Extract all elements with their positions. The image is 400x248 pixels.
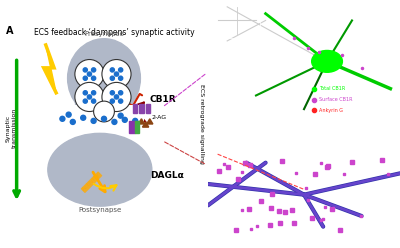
Text: C: C [384,147,390,156]
Circle shape [87,72,92,76]
Polygon shape [138,119,144,124]
Circle shape [114,95,118,99]
Circle shape [70,120,75,124]
Text: Activity: Activity [81,172,102,192]
Text: CB1R is only surface expressed in axons: CB1R is only surface expressed in axons [255,129,353,134]
Circle shape [102,60,131,89]
Circle shape [81,115,86,120]
Circle shape [66,112,71,117]
Text: B: B [384,7,390,16]
Polygon shape [147,119,153,124]
Bar [135,121,139,133]
Circle shape [92,76,96,80]
Text: Ankyrin G: Ankyrin G [319,108,343,113]
FancyBboxPatch shape [75,91,133,120]
Circle shape [83,91,87,95]
Circle shape [83,99,87,103]
Text: 2-AG: 2-AG [152,115,167,120]
Ellipse shape [48,133,152,206]
Circle shape [118,99,123,103]
FancyBboxPatch shape [56,105,144,124]
Circle shape [118,68,123,72]
Text: ECS retrograde signalling: ECS retrograde signalling [199,84,204,164]
Text: Postsynapse: Postsynapse [78,207,122,214]
Circle shape [118,76,123,80]
Circle shape [83,68,87,72]
Circle shape [118,113,123,118]
Circle shape [122,117,127,122]
Text: DAGLα is punctate only in dendrites: DAGLα is punctate only in dendrites [260,241,348,246]
Circle shape [75,82,104,112]
Bar [133,104,137,113]
Text: Surface CB1R: Surface CB1R [319,97,353,102]
Circle shape [114,72,118,76]
Circle shape [102,116,106,121]
Circle shape [60,116,65,121]
Text: ECS feedback ‘dampens’ synaptic activity: ECS feedback ‘dampens’ synaptic activity [34,28,195,37]
Text: Total CB1R: Total CB1R [319,86,346,91]
Circle shape [312,51,342,72]
Bar [129,121,135,133]
Circle shape [91,118,96,123]
Circle shape [112,120,117,124]
Circle shape [102,82,131,112]
Text: Synaptic
transmission: Synaptic transmission [6,108,17,148]
Bar [139,104,144,113]
Circle shape [92,91,96,95]
Text: DAGLα: DAGLα [150,172,184,181]
Circle shape [87,95,92,99]
Bar [146,104,150,113]
Polygon shape [142,122,149,127]
Text: A: A [6,26,14,36]
Circle shape [110,99,114,103]
Ellipse shape [68,39,140,118]
Polygon shape [44,45,56,93]
Circle shape [110,76,114,80]
Circle shape [83,76,87,80]
Text: CB1R: CB1R [150,94,176,104]
Circle shape [92,99,96,103]
Text: Presynapse: Presynapse [84,31,124,37]
Circle shape [118,91,123,95]
Circle shape [92,68,96,72]
Circle shape [133,118,138,123]
Circle shape [110,68,114,72]
Circle shape [75,60,104,89]
Circle shape [110,91,114,95]
Circle shape [94,101,114,122]
